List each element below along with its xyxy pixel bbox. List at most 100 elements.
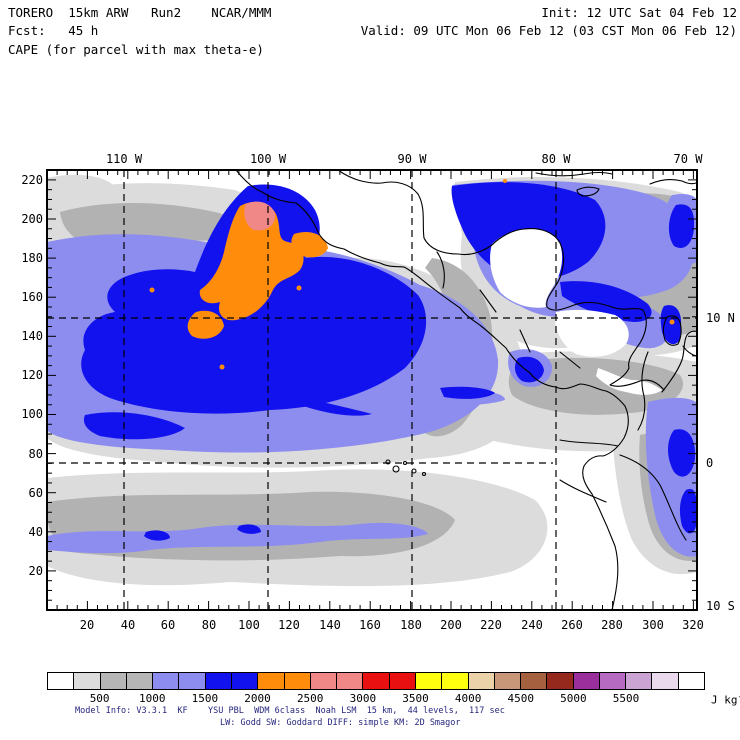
coastline-gulf-yucatan-caribbean xyxy=(337,170,665,391)
cape-shade-lightgray-nw-corner xyxy=(47,174,114,207)
bottom-axis-label: 220 xyxy=(480,618,502,632)
cape-orange-speck-1 xyxy=(149,287,155,293)
colorbar-cell-8 xyxy=(258,673,285,689)
top-axis-label: 90 W xyxy=(398,152,428,166)
left-axis-label: 100 xyxy=(21,407,43,421)
colorbar-tick-label: 4000 xyxy=(454,692,482,705)
island-galapagos-1 xyxy=(385,459,391,465)
cape-shade-blue-caribbean-streak xyxy=(560,281,652,322)
model-info-line-1: Model Info: V3.3.1 KF YSU PBL WDM 6class… xyxy=(75,706,505,716)
left-axis-label: 180 xyxy=(21,251,43,265)
left-axis-label: 140 xyxy=(21,329,43,343)
colorbar-cell-21 xyxy=(599,673,627,689)
cape-shade-blue-panama-gulf xyxy=(514,356,544,383)
cape-shade-blue-right-edge xyxy=(668,204,695,248)
cape-shade-gray-llanos xyxy=(508,357,684,415)
colorbar-cell-9 xyxy=(284,673,311,689)
cape-shade-orange-core xyxy=(199,201,304,321)
left-axis-label: 40 xyxy=(29,525,43,539)
left-axis-label: 220 xyxy=(21,173,43,187)
colorbar-cell-17 xyxy=(494,673,522,689)
top-axis-label: 110 W xyxy=(106,152,143,166)
bottom-axis-label: 20 xyxy=(80,618,94,632)
unit-exponent: -1 xyxy=(738,692,740,701)
border-peru-brazil xyxy=(619,454,687,541)
left-axis-label: 20 xyxy=(29,564,43,578)
bottom-axis-label: 100 xyxy=(238,618,260,632)
coastline-pacific-mexico-to-peru xyxy=(235,170,629,610)
colorbar-cell-20 xyxy=(573,673,600,689)
colorbar-cell-1 xyxy=(74,673,101,689)
bottom-axis-label: 300 xyxy=(642,618,664,632)
bottom-axis-label: 40 xyxy=(121,618,135,632)
colorbar-cell-11 xyxy=(337,673,364,689)
cape-shade-blue-snake-bit2 xyxy=(237,524,261,534)
bottom-axis-label: 180 xyxy=(400,618,422,632)
cape-colorbar xyxy=(47,672,705,690)
header-line-2: Fcst: 45 h Valid: 09 UTC Mon 06 Feb 12 (… xyxy=(8,23,737,38)
header-line-1: TORERO 15km ARW Run2 NCAR/MMM Init: 12 U… xyxy=(8,5,737,20)
colorbar-tick-labels: 500 1000 1500 2000 2500 3000 3500 4000 4500 5000 5… xyxy=(47,692,705,706)
colorbar-cell-24 xyxy=(678,673,705,689)
lat-lon-gridlines xyxy=(47,170,697,610)
cape-shade-blue-maracaibo xyxy=(660,305,682,345)
colorbar-unit-label: J kg-1 xyxy=(711,692,740,707)
colorbar-cell-15 xyxy=(442,673,469,689)
cape-shade-blue-finger-sw xyxy=(83,412,185,440)
border-nicaragua-costarica xyxy=(559,351,581,369)
field-title-text: CAPE (for parcel with max theta-e) xyxy=(8,42,264,57)
colorbar-tick-label: 1500 xyxy=(191,692,219,705)
colorbar-tick-label: 5000 xyxy=(560,692,587,705)
left-axis-label: 60 xyxy=(29,486,43,500)
bottom-axis-label: 60 xyxy=(161,618,175,632)
island-galapagos-3 xyxy=(402,460,408,466)
bottom-axis-label: 140 xyxy=(319,618,341,632)
border-colombia-venezuela xyxy=(637,351,649,431)
cape-shade-pink-max xyxy=(244,201,276,231)
bottom-axis-label: 160 xyxy=(359,618,381,632)
colorbar-cell-18 xyxy=(521,673,548,689)
border-central-america-2 xyxy=(519,329,531,353)
top-axis-label: 80 W xyxy=(542,152,572,166)
model-info-line-2: LW: Godd SW: Goddard DIFF: simple KM: 2D… xyxy=(220,718,461,728)
colorbar-cell-12 xyxy=(363,673,390,689)
island-cuba-sliver xyxy=(535,171,613,177)
colorbar-tick-label: 4500 xyxy=(507,692,535,705)
cape-shaded-field xyxy=(47,170,697,610)
island-hispaniola-tip xyxy=(649,178,697,185)
colorbar-cell-13 xyxy=(389,673,416,689)
colorbar-tick-label: 3500 xyxy=(402,692,429,705)
model-id-text: TORERO 15km ARW Run2 NCAR/MMM xyxy=(8,5,272,20)
cape-shade-blueviolet-south-snake xyxy=(47,522,428,554)
bottom-axis-label: 120 xyxy=(278,618,300,632)
colorbar-cell-0 xyxy=(48,673,75,689)
cape-orange-speck-2 xyxy=(296,285,302,291)
bottom-axis-label: 200 xyxy=(440,618,462,632)
header-line-3: CAPE (for parcel with max theta-e) xyxy=(8,42,737,57)
island-galapagos-5 xyxy=(421,471,427,477)
colorbar-tick-label: 3000 xyxy=(349,692,377,705)
colorbar-cell-5 xyxy=(179,673,206,689)
colorbar-tick-label: 1000 xyxy=(139,692,166,705)
colorbar-cell-19 xyxy=(547,673,574,689)
colorbar-cell-23 xyxy=(652,673,679,689)
valid-time-text: Valid: 09 UTC Mon 06 Feb 12 (03 CST Mon … xyxy=(360,23,737,38)
bottom-axis-label: 260 xyxy=(561,618,583,632)
map-frame xyxy=(46,169,698,611)
colorbar-cell-6 xyxy=(205,673,232,689)
bottom-axis-label: 320 xyxy=(682,618,704,632)
colorbar-tick-label: 500 xyxy=(89,692,110,705)
top-axis-label: 70 W xyxy=(674,152,704,166)
top-axis-label: 100 W xyxy=(250,152,287,166)
colorbar-cell-14 xyxy=(415,673,443,689)
cape-shade-blue-snake-bit1 xyxy=(144,530,170,541)
colorbar-tick-label: 2500 xyxy=(296,692,324,705)
cape-shade-blue-equator-bit2 xyxy=(287,393,372,416)
axis-ticks xyxy=(48,171,696,609)
bottom-axis-label: 280 xyxy=(601,618,623,632)
colorbar-tick-label: 5500 xyxy=(612,692,640,705)
left-axis-label: 200 xyxy=(21,212,43,226)
cape-shade-blue-equator-bit1 xyxy=(440,386,495,399)
